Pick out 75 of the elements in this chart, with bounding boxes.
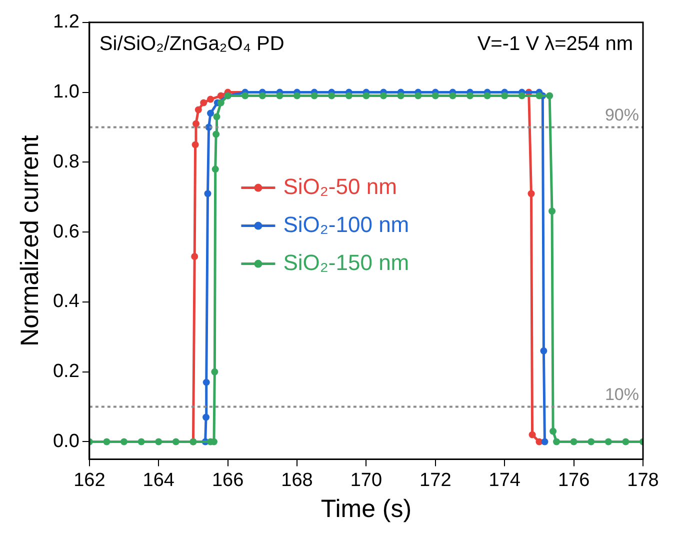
annotation: V=-1 V λ=254 nm [477, 32, 633, 55]
point [192, 120, 200, 128]
point [484, 92, 491, 100]
point [570, 438, 578, 446]
y-tick-label: 0.6 [52, 221, 80, 242]
point [172, 438, 180, 446]
point [120, 438, 128, 446]
point [622, 438, 630, 446]
y-tick-label: 1.2 [52, 12, 80, 33]
point [276, 92, 284, 100]
x-tick-label: 174 [488, 470, 521, 491]
point [541, 438, 548, 446]
point [501, 92, 508, 100]
point [207, 96, 214, 103]
x-tick-label: 178 [627, 470, 659, 491]
legend-label: SiO₂-150 nm [283, 250, 410, 275]
point [540, 347, 548, 354]
point [397, 92, 404, 100]
point [546, 92, 554, 100]
point [242, 92, 249, 100]
point [328, 92, 336, 100]
point [202, 414, 210, 421]
x-tick-label: 166 [212, 470, 244, 491]
point [191, 253, 198, 260]
ref-line-label: 10% [604, 384, 639, 404]
point [518, 92, 526, 100]
ref-line-label: 90% [604, 105, 639, 124]
annotation: Si/SiO₂/ZnGa₂O₄ PD [99, 32, 284, 55]
point [604, 438, 612, 446]
point [217, 99, 224, 106]
point [213, 113, 220, 120]
y-axis-title: Normalized current [16, 135, 44, 346]
x-tick-label: 172 [420, 470, 452, 491]
point [155, 438, 162, 446]
point [200, 99, 208, 106]
x-tick-label: 170 [350, 470, 382, 491]
point [212, 130, 220, 138]
point [414, 92, 422, 100]
point [310, 92, 318, 100]
point [449, 92, 456, 100]
y-tick-label: 0.4 [52, 291, 80, 312]
point [204, 190, 212, 198]
y-tick-label: 1.0 [52, 82, 80, 103]
point [258, 92, 266, 100]
point [536, 92, 543, 100]
point [380, 92, 388, 100]
point [548, 208, 556, 215]
point [588, 438, 595, 446]
point [553, 438, 560, 446]
point [466, 92, 474, 100]
point [432, 92, 439, 100]
point [528, 190, 535, 198]
y-tick-label: 0.8 [52, 151, 80, 172]
point [528, 431, 536, 438]
point [294, 92, 301, 100]
point [211, 368, 218, 376]
legend-label: SiO₂-100 nm [283, 212, 410, 237]
legend-label: SiO₂-50 nm [283, 174, 397, 199]
point [362, 92, 370, 100]
y-tick-label: 0.2 [52, 361, 80, 382]
x-tick-label: 164 [142, 470, 175, 491]
point [550, 428, 557, 435]
x-axis-title: Time (s) [320, 494, 412, 523]
point [207, 110, 214, 117]
x-tick-label: 168 [281, 470, 313, 491]
point [212, 166, 219, 173]
y-tick-label: 0.0 [52, 430, 80, 452]
x-tick-label: 176 [558, 470, 590, 491]
point [194, 106, 202, 114]
point [345, 92, 352, 100]
point [138, 438, 145, 446]
point [202, 378, 210, 386]
point [103, 438, 110, 446]
x-tick-label: 162 [74, 470, 106, 491]
point [192, 141, 199, 148]
